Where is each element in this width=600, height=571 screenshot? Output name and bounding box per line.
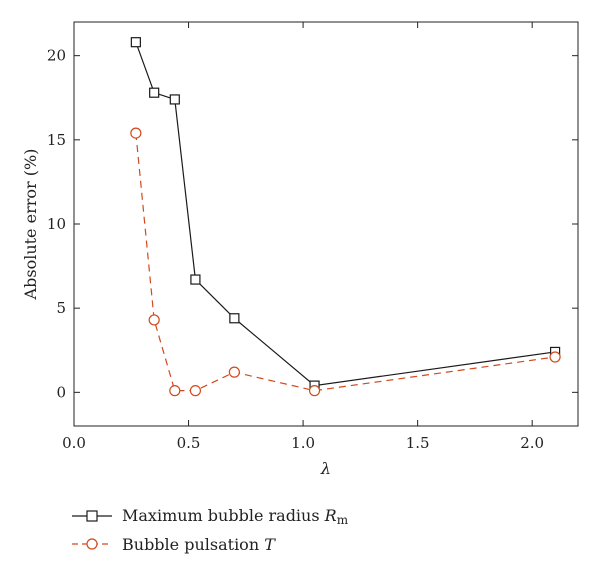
legend-symbol-r: R [324,505,337,525]
legend-symbol-t: T [264,534,275,554]
legend-text-max-radius: Maximum bubble radius [122,505,325,525]
data-point-circle [189,385,202,397]
series-0 [130,37,561,391]
legend: Maximum bubble radius Rm Bubble pulsatio… [72,502,348,558]
y-tick-label: 15 [47,131,66,149]
legend-square-marker-icon [72,510,112,522]
data-point-circle [130,127,142,139]
data-point-circle [308,385,321,397]
plot-frame [73,21,579,427]
y-tick-label: 5 [56,299,66,317]
data-point-circle [549,351,561,363]
data-point-square [229,313,240,324]
legend-label-max-radius: Maximum bubble radius Rm [122,506,348,527]
legend-circle-marker-icon [72,538,112,550]
data-point-square [169,94,180,105]
data-point-square [149,87,160,98]
data-point-square [190,274,201,285]
data-point-circle [228,366,240,378]
x-tick-label: 0.0 [62,434,86,452]
series-1 [130,127,561,397]
legend-text-pulsation: Bubble pulsation [122,534,265,554]
series-line [135,133,556,392]
x-tick-label: 2.0 [520,434,544,452]
x-tick-label: 0.5 [177,434,201,452]
series-layer [130,37,561,397]
y-tick-label: 20 [47,47,66,65]
x-tick-label: 1.5 [406,434,430,452]
axis-ticks: 0.0 0.5 1.0 1.5 2.0 0 5 10 15 20 [47,22,578,452]
series-line [135,41,556,387]
x-axis-label: λ [320,459,331,478]
x-tick-label: 1.0 [291,434,315,452]
legend-label-pulsation: Bubble pulsation T [122,535,275,554]
data-point-circle [148,314,160,326]
legend-subscript-m: m [336,512,349,527]
legend-item-pulsation: Bubble pulsation T [72,530,348,558]
y-tick-label: 0 [56,383,66,401]
y-axis-label: Absolute error (%) [21,149,40,301]
data-point-circle [169,385,181,397]
chart: 0.0 0.5 1.0 1.5 2.0 0 5 10 15 20 Absolute error (… [21,21,579,478]
legend-item-max-radius: Maximum bubble radius Rm [72,502,348,530]
y-tick-label: 10 [47,215,66,233]
data-point-square [130,37,141,48]
